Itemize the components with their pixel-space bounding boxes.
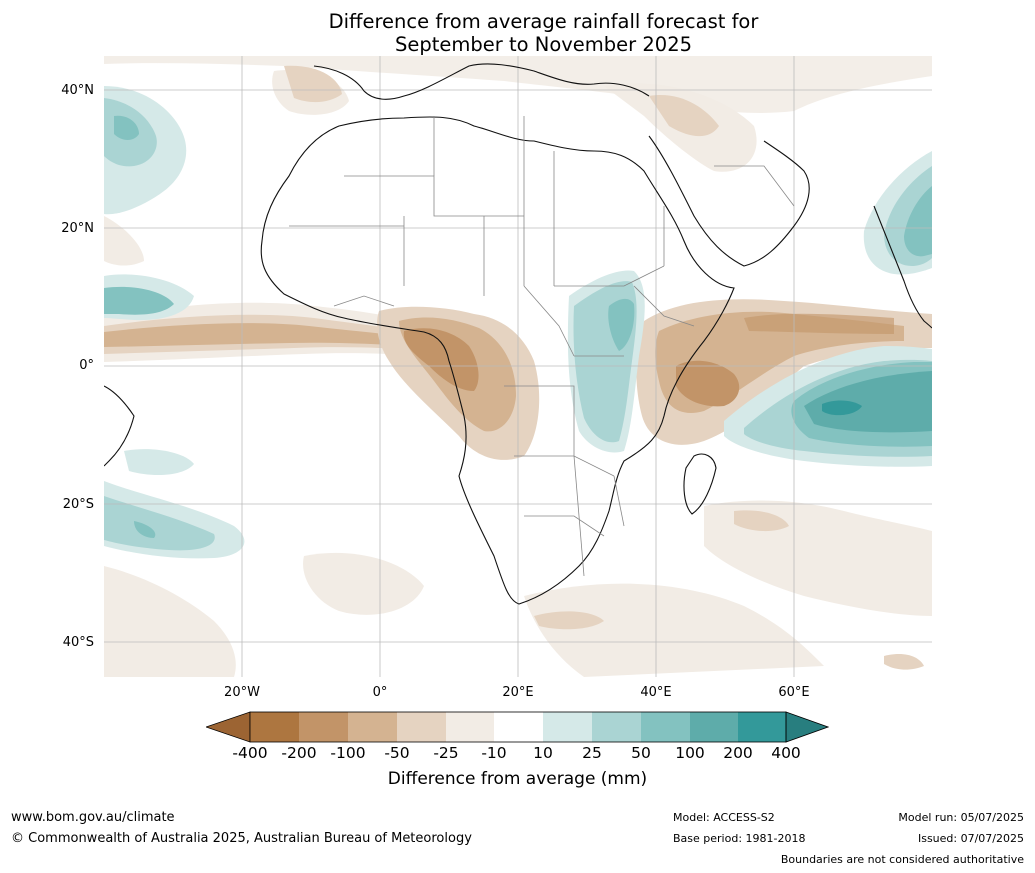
colorbar-tick-label: 25 (582, 744, 602, 762)
lon-label-20e: 20°E (502, 685, 534, 700)
anomaly-lake-region-wet (567, 270, 645, 453)
rainfall-anomaly-map (104, 56, 932, 677)
lat-label-0: 0° (79, 358, 94, 373)
colorbar-segment (446, 712, 494, 742)
colorbar-segment (299, 712, 348, 742)
lat-label-20n: 20°N (61, 221, 94, 236)
anomaly-atlantic-dry-band (104, 302, 434, 362)
map-title: Difference from average rainfall forecas… (0, 10, 1035, 56)
colorbar-segment-gt-400 (785, 711, 829, 743)
colorbar-segment-lt-400 (206, 711, 251, 743)
anomaly-east-africa-dry (636, 299, 932, 445)
footer-copyright: © Commonwealth of Australia 2025, Austra… (11, 831, 472, 846)
colorbar-tick-label: 400 (771, 744, 801, 762)
colorbar-tick-label: 10 (533, 744, 553, 762)
colorbar-title: Difference from average (mm) (387, 769, 648, 789)
anomaly-north-atlantic-wet (104, 86, 194, 321)
lon-label-0: 0° (372, 685, 388, 700)
colorbar-tick-label: -100 (330, 744, 366, 762)
lat-label-40n: 40°N (61, 83, 94, 98)
colorbar-segment (690, 712, 738, 742)
country-borders (289, 116, 795, 577)
lon-label-60e: 60°E (778, 685, 810, 700)
colorbar-segment (348, 712, 397, 742)
lon-label-20w: 20°W (224, 685, 260, 700)
colorbar-tick-label: -50 (384, 744, 410, 762)
lon-label-40e: 40°E (640, 685, 672, 700)
colorbar-segment (494, 712, 543, 742)
colorbar-tick-label: -10 (481, 744, 507, 762)
footer-model: Model: ACCESS-S2 (673, 811, 775, 824)
colorbar-tick-label: 100 (675, 744, 705, 762)
footer-disclaimer: Boundaries are not considered authoritat… (780, 853, 1024, 866)
lat-label-20s: 20°S (62, 497, 94, 512)
anomaly-indian-ocean-wet (724, 346, 932, 467)
colorbar-segment (641, 712, 690, 742)
colorbar-segment (738, 712, 786, 742)
colorbar-tick-label: -200 (281, 744, 317, 762)
anomaly-scattered-moderate-dry (284, 65, 924, 670)
coastlines (104, 63, 932, 605)
colorbar-segment (250, 712, 299, 742)
colorbar-segment (543, 712, 592, 742)
footer-website: www.bom.gov.au/climate (11, 810, 175, 825)
graticule (104, 56, 932, 677)
colorbar-segment (592, 712, 641, 742)
anomaly-south-atlantic-wet (104, 449, 245, 559)
colorbar-tick-label: -25 (433, 744, 459, 762)
title-line-2: September to November 2025 (394, 33, 693, 56)
lat-label-40s: 40°S (62, 635, 94, 650)
colorbar (206, 711, 829, 743)
footer-base-period: Base period: 1981-2018 (673, 832, 806, 845)
colorbar-tick-label: 50 (631, 744, 651, 762)
footer-model-run: Model run: 05/07/2025 (898, 811, 1024, 824)
title-line-1: Difference from average rainfall forecas… (328, 10, 759, 33)
anomaly-arabian-sea-wet (863, 151, 932, 275)
colorbar-tick-label: -400 (232, 744, 268, 762)
colorbar-segment (397, 712, 446, 742)
anomaly-congo-dry (377, 306, 540, 460)
footer-issued: Issued: 07/07/2025 (917, 832, 1024, 845)
colorbar-tick-label: 200 (723, 744, 753, 762)
